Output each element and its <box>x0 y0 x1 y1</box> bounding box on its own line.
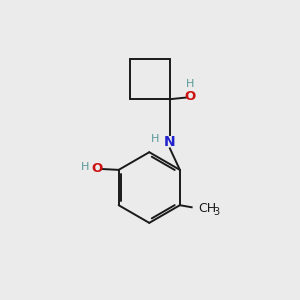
Text: H: H <box>186 79 195 89</box>
Text: CH: CH <box>198 202 216 215</box>
Text: 3: 3 <box>213 207 220 217</box>
Text: O: O <box>92 162 103 175</box>
Text: N: N <box>164 135 176 149</box>
Text: H: H <box>81 162 89 172</box>
Text: O: O <box>184 90 196 103</box>
Text: H: H <box>150 134 159 144</box>
